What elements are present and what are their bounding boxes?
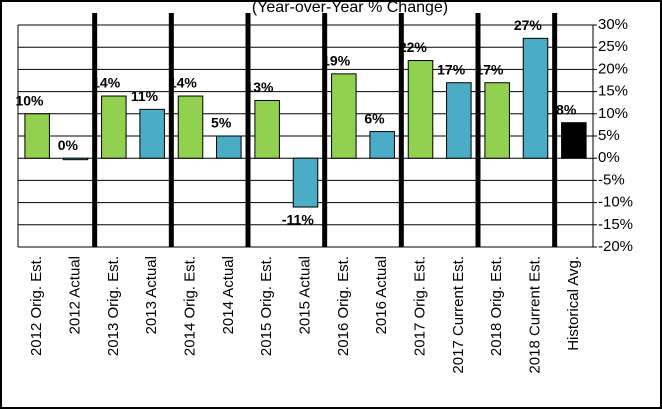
x-tick-label: 2015 Orig. Est. xyxy=(258,256,275,356)
bar xyxy=(484,82,510,159)
x-tick-label: 2017 Current Est. xyxy=(450,256,467,374)
y-tick-label: 20% xyxy=(598,60,628,77)
bar xyxy=(522,37,549,159)
value-label: 5% xyxy=(211,115,232,131)
bar xyxy=(331,73,357,159)
bar xyxy=(62,157,89,161)
value-label: 14% xyxy=(169,75,198,91)
bar xyxy=(216,135,242,159)
x-tick-label: 2018 Orig. Est. xyxy=(488,256,505,356)
value-label: 17% xyxy=(437,61,466,77)
y-tick-label: -15% xyxy=(598,216,633,233)
x-tick-label: 2016 Actual xyxy=(373,256,390,334)
x-tick-label: 2014 Actual xyxy=(220,256,237,334)
y-tick-label: -5% xyxy=(598,171,625,188)
y-tick-label: 30% xyxy=(598,16,628,33)
y-tick-label: 15% xyxy=(598,83,628,100)
bar xyxy=(139,108,165,159)
x-tick-label: Historical Avg. xyxy=(565,256,582,351)
value-label: 11% xyxy=(131,88,159,104)
bar xyxy=(369,131,395,159)
y-tick-label: 0% xyxy=(598,149,620,166)
value-label: 0% xyxy=(58,137,79,153)
y-tick-label: -10% xyxy=(598,194,633,211)
y-tick-label: 5% xyxy=(598,127,620,144)
chart-subtitle: (Year-over-Year % Change) xyxy=(252,0,448,16)
x-tick-label: 2016 Orig. Est. xyxy=(335,256,352,356)
bar xyxy=(24,113,50,159)
x-tick-label: 2013 Orig. Est. xyxy=(105,256,122,356)
y-tick-label: 10% xyxy=(598,105,628,122)
value-label: 8% xyxy=(556,101,577,117)
bar xyxy=(561,122,587,159)
value-label: -11% xyxy=(282,212,314,228)
x-tick-label: 2013 Actual xyxy=(143,256,160,334)
x-tick-label: 2012 Actual xyxy=(66,256,83,334)
bar xyxy=(254,99,280,159)
x-tick-label: 2015 Actual xyxy=(296,256,313,334)
bar xyxy=(446,82,472,159)
value-label: 17% xyxy=(475,61,504,77)
value-label: 6% xyxy=(364,110,385,126)
bar xyxy=(177,95,204,159)
value-label: 19% xyxy=(322,53,351,69)
bar xyxy=(292,157,319,208)
y-tick-label: 25% xyxy=(598,38,628,55)
bar xyxy=(407,60,434,159)
value-label: 27% xyxy=(514,17,543,33)
value-label: 22% xyxy=(399,39,428,55)
x-tick-label: 2018 Current Est. xyxy=(526,256,543,374)
x-tick-label: 2017 Orig. Est. xyxy=(411,256,428,356)
value-label: 14% xyxy=(92,75,121,91)
value-label: 13% xyxy=(245,79,274,95)
x-tick-label: 2012 Orig. Est. xyxy=(28,256,45,356)
bar xyxy=(101,95,127,159)
x-tick-label: 2014 Orig. Est. xyxy=(181,256,198,356)
y-tick-label: -20% xyxy=(598,238,633,255)
value-label: 10% xyxy=(15,93,44,109)
